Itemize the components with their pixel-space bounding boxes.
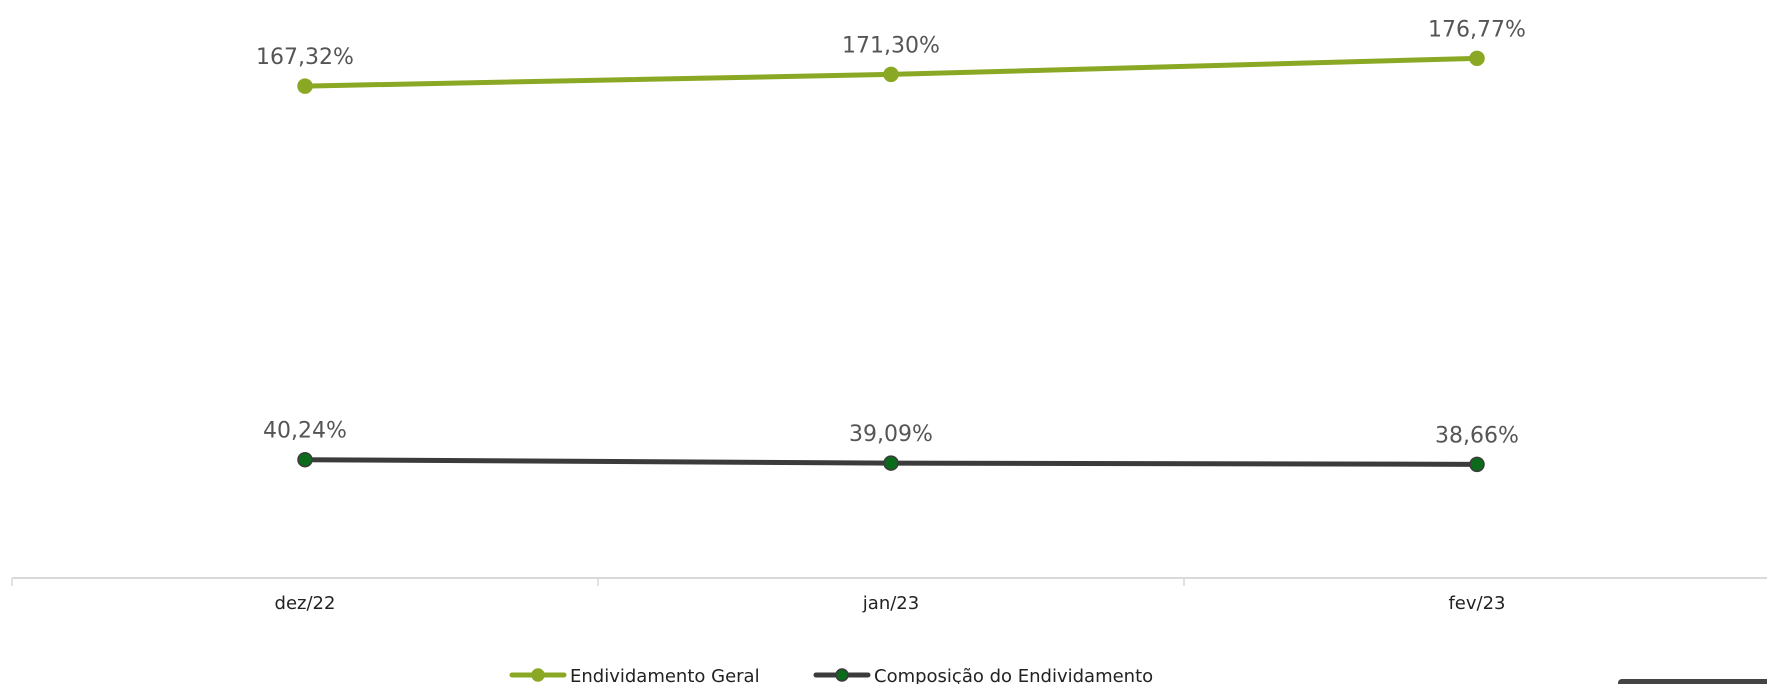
data-label: 171,30% bbox=[842, 33, 940, 58]
data-point bbox=[883, 66, 899, 83]
x-tick-label: dez/22 bbox=[275, 593, 336, 614]
data-point bbox=[297, 78, 313, 94]
legend-swatch-marker bbox=[531, 668, 545, 682]
data-label: 167,32% bbox=[256, 45, 354, 70]
x-axis bbox=[11, 577, 1767, 586]
legend-item: Composição do Endividamento bbox=[813, 666, 1153, 684]
x-tick-labels: dez/22 jan/23 fev/23 bbox=[275, 593, 1506, 614]
data-point bbox=[1469, 456, 1485, 473]
legend-swatch-marker bbox=[835, 668, 849, 682]
data-label: 38,66% bbox=[1435, 423, 1519, 448]
x-tick-label: jan/23 bbox=[862, 593, 919, 614]
data-label: 40,24% bbox=[263, 419, 347, 444]
data-point bbox=[883, 455, 899, 471]
data-point bbox=[297, 451, 313, 468]
legend-item: Endividamento Geral bbox=[509, 666, 760, 684]
series-layer bbox=[297, 50, 1485, 473]
legend-label: Composição do Endividamento bbox=[874, 666, 1153, 684]
data-label: 39,09% bbox=[849, 422, 933, 447]
series-2 bbox=[297, 451, 1485, 473]
series-1 bbox=[297, 50, 1485, 94]
data-labels: 167,32% 171,30% 176,77% 40,24% 39,09% 38,66% bbox=[256, 17, 1526, 448]
legend-label: Endividamento Geral bbox=[570, 666, 760, 684]
legend: Endividamento Geral Composição do Endivid… bbox=[509, 666, 1153, 684]
data-point bbox=[1469, 50, 1485, 67]
corner-tab bbox=[1618, 679, 1767, 684]
data-label: 176,77% bbox=[1428, 17, 1526, 42]
x-tick-label: fev/23 bbox=[1448, 593, 1505, 614]
